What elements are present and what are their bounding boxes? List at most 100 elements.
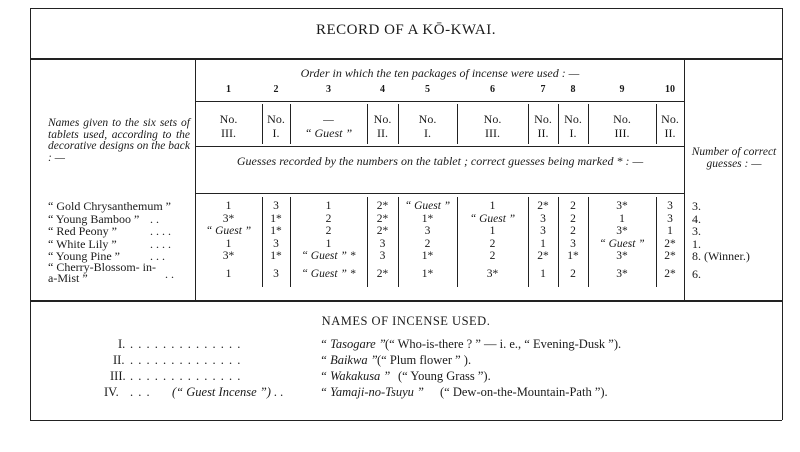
row-dots: . . . bbox=[150, 249, 165, 263]
guess-cell: 2 bbox=[570, 212, 576, 225]
incense-used-line1: No. bbox=[483, 112, 502, 126]
correct-count: 3. bbox=[692, 224, 701, 238]
package-number: 8 bbox=[570, 84, 576, 95]
incense-used-line1: — bbox=[323, 112, 334, 126]
incense-column-divider bbox=[262, 104, 263, 144]
guess-column-divider bbox=[367, 197, 368, 287]
guess-cell: 1* bbox=[421, 250, 434, 262]
guess-cell: 2 bbox=[424, 237, 431, 250]
guess-cell: “ Guest ” * bbox=[301, 250, 356, 262]
guess-cell: 1 bbox=[619, 212, 625, 225]
guess-cell: 3* bbox=[616, 250, 628, 262]
incense-used-line1: No. bbox=[661, 112, 679, 126]
incense-used-cell: No. I. bbox=[262, 112, 290, 140]
incense-meaning: (“ Young Grass ”). bbox=[398, 369, 491, 383]
package-number: 5 bbox=[425, 84, 430, 95]
incense-used-line2: I. bbox=[272, 126, 280, 140]
guesses-divider bbox=[196, 193, 684, 194]
row-dots: . . . . bbox=[150, 236, 171, 251]
correct-count: 3. bbox=[692, 199, 701, 213]
incense-meaning: (“ Dew-on-the-Mountain-Path ”). bbox=[440, 385, 608, 399]
guess-cell: 1 bbox=[325, 237, 332, 250]
guesses-heading: Guesses recorded by the numbers on the t… bbox=[236, 154, 644, 168]
guess-column-divider bbox=[558, 197, 559, 287]
guess-cell: 3 bbox=[570, 237, 576, 250]
package-number: 4 bbox=[380, 84, 385, 95]
row-label: “ Young Pine ” bbox=[48, 250, 120, 263]
package-number: 1 bbox=[226, 84, 231, 95]
incense-used-cell: No. I. bbox=[398, 112, 457, 140]
guess-cell: 1* bbox=[270, 212, 282, 225]
incense-used-line2: I. bbox=[424, 126, 431, 140]
guess-cell: 3* bbox=[616, 200, 628, 212]
incense-used-cell: No. II. bbox=[367, 112, 398, 140]
incense-used-line2: II. bbox=[377, 126, 388, 140]
incense-used-line2: III. bbox=[485, 126, 500, 140]
guess-cell: 2* bbox=[376, 225, 389, 237]
guess-cell: 3 bbox=[540, 212, 546, 225]
guess-cell: 3* bbox=[222, 212, 235, 225]
frame-top bbox=[30, 8, 782, 9]
guess-cell: 1 bbox=[225, 268, 232, 280]
row-name: “ White Lily ” bbox=[48, 236, 117, 251]
left-column-divider bbox=[195, 60, 196, 300]
guess-cell: 1* bbox=[567, 250, 579, 262]
guess-cell: 3 bbox=[667, 200, 673, 212]
guess-cell: 3 bbox=[273, 237, 279, 250]
incense-column-divider bbox=[588, 104, 589, 144]
package-number: 2 bbox=[273, 84, 279, 95]
row-name: “ Red Peony ” bbox=[48, 224, 117, 238]
guess-cell: 3 bbox=[273, 200, 279, 212]
row-label: “ White Lily ” bbox=[48, 236, 117, 251]
incense-used-cell: No. III. bbox=[195, 112, 262, 140]
table-bottom bbox=[30, 300, 782, 302]
guess-column-divider bbox=[457, 197, 458, 287]
guess-cell: 1 bbox=[325, 200, 332, 212]
guess-cell: 1* bbox=[421, 268, 434, 280]
guess-cell: 3* bbox=[222, 250, 235, 262]
guess-cell: 3 bbox=[273, 268, 279, 280]
leader-dots: . . . . . . . . . . . . . . bbox=[130, 369, 242, 383]
guess-cell: 1* bbox=[421, 212, 434, 225]
incense-used-line2: II. bbox=[664, 126, 676, 140]
incense-name: “ Baikwa ” bbox=[320, 353, 378, 367]
row-label: “ Cherry-Blossom- in-a-Mist ” bbox=[48, 261, 188, 284]
right-column-divider bbox=[684, 60, 685, 300]
guess-cell: 1 bbox=[489, 225, 496, 237]
guess-cell: 3* bbox=[616, 225, 628, 237]
guess-cell: 1 bbox=[667, 225, 673, 237]
guess-cell: 2 bbox=[570, 225, 576, 237]
guess-column-divider bbox=[262, 197, 263, 287]
row-dots: . . bbox=[165, 267, 174, 281]
guess-cell: 2* bbox=[376, 200, 389, 212]
incense-used-cell: No. III. bbox=[588, 112, 656, 140]
incense-column-divider bbox=[558, 104, 559, 144]
guess-cell: 2* bbox=[664, 237, 676, 250]
incense-column-divider bbox=[367, 104, 368, 144]
guess-cell: 2 bbox=[489, 250, 496, 262]
incense-numeral: III. bbox=[110, 369, 126, 383]
incense-used-line1: No. bbox=[418, 112, 437, 126]
numbers-divider bbox=[196, 101, 684, 102]
right-heading: Number of correct guesses : — bbox=[691, 146, 777, 170]
row-name: “ Young Bamboo ” bbox=[48, 211, 140, 226]
guess-column-divider bbox=[290, 197, 291, 287]
guess-cell: 1* bbox=[270, 250, 282, 262]
incense-used-cell: No. II. bbox=[656, 112, 684, 140]
guess-column-divider bbox=[588, 197, 589, 287]
row-dots: . . bbox=[150, 211, 159, 226]
correct-count: 1. bbox=[692, 236, 701, 251]
guess-cell: 3 bbox=[540, 225, 546, 237]
row-label: “ Gold Chrysanthemum ” bbox=[48, 200, 171, 213]
guess-cell: 3 bbox=[379, 250, 386, 262]
incense-used-line1: No. bbox=[373, 112, 392, 126]
package-number: 9 bbox=[619, 84, 625, 95]
guess-cell: 2* bbox=[664, 268, 676, 280]
incense-name: “ Yamaji-no-Tsuyu ” bbox=[320, 385, 424, 399]
leader-dots: . . . . . . . . . . . . . . bbox=[130, 353, 242, 367]
incense-used-line2: II. bbox=[537, 126, 549, 140]
incense-used-cell: — “ Guest ” bbox=[290, 112, 367, 140]
incense-used-cell: No. II. bbox=[528, 112, 558, 140]
incense-note: (“ Guest Incense ”) . . bbox=[172, 385, 284, 399]
